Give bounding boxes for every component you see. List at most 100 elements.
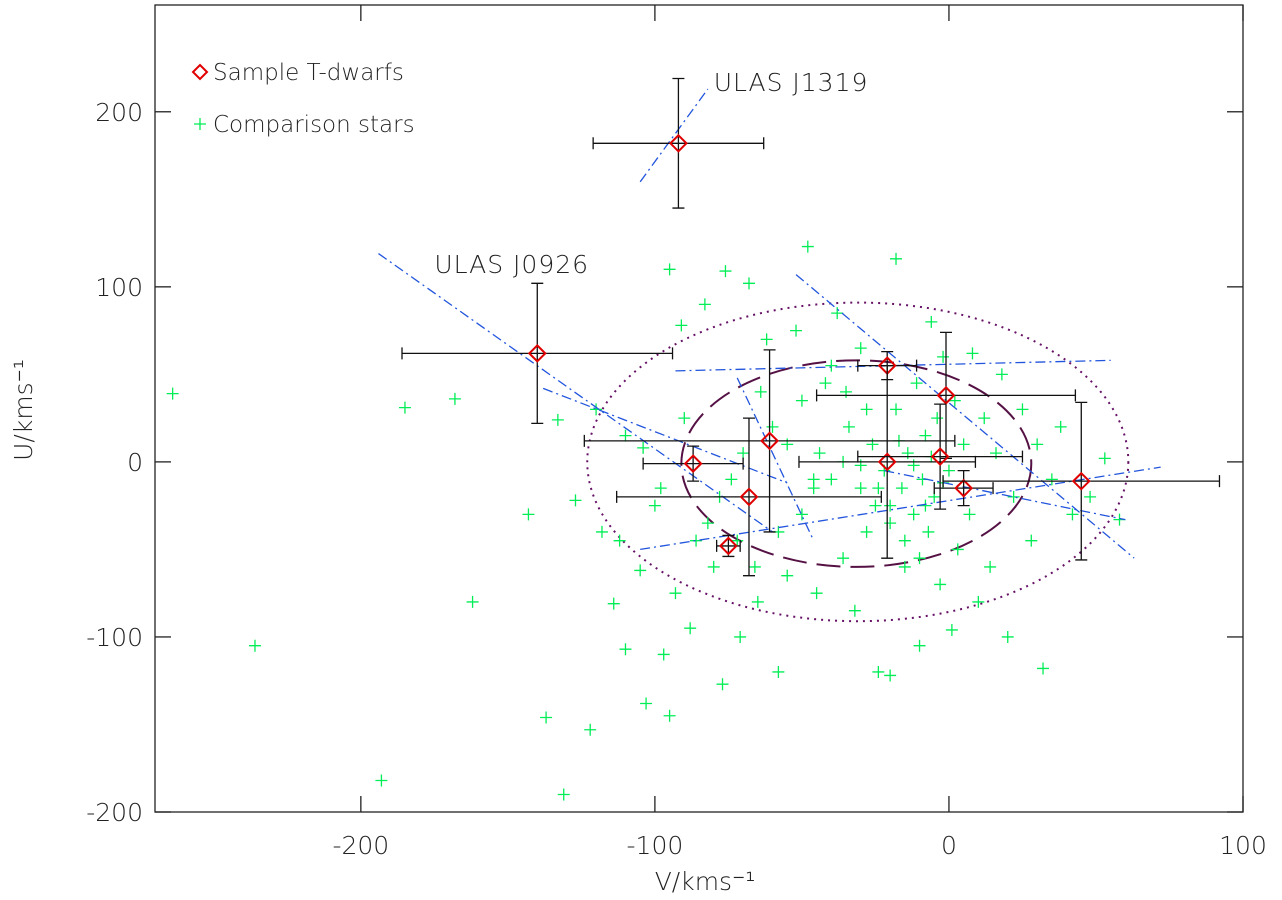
point (795, 394, 808, 407)
point (781, 569, 794, 582)
plot-frame (154, 4, 1244, 813)
point (825, 473, 838, 486)
direction-line (639, 88, 709, 183)
point (1054, 420, 1067, 433)
point (860, 403, 873, 416)
point (898, 534, 911, 547)
y-error-bar (957, 469, 970, 507)
y-error-bar (531, 282, 544, 425)
point (663, 263, 676, 276)
x-tick-label: -200 (332, 831, 389, 860)
point (613, 534, 626, 547)
point (890, 252, 903, 265)
point (890, 403, 903, 416)
point (951, 543, 964, 556)
annotation: ULAS J1319 (714, 68, 869, 97)
annotation: ULAS J0926 (434, 250, 589, 279)
point (860, 525, 873, 538)
point (966, 347, 979, 360)
point (754, 385, 767, 398)
point (945, 623, 958, 636)
point (725, 473, 738, 486)
legend-symbol (191, 63, 209, 81)
point (701, 517, 714, 530)
point (819, 377, 832, 390)
point (972, 595, 985, 608)
x-tick-label: 0 (941, 831, 957, 860)
point (684, 622, 697, 635)
point (640, 697, 653, 710)
point (1084, 490, 1097, 503)
point (1071, 471, 1091, 491)
point (854, 459, 867, 472)
y-axis-label: U/kms⁻¹ (9, 359, 38, 461)
x-axis-label: V/kms⁻¹ (655, 867, 756, 896)
y-error-bar (934, 403, 947, 510)
point (957, 438, 970, 451)
y-tick-label: -100 (86, 623, 143, 652)
point (522, 508, 535, 521)
point (930, 447, 950, 467)
point (527, 343, 547, 363)
point (657, 648, 670, 661)
y-error-bar (742, 417, 755, 577)
point (913, 552, 926, 565)
point (898, 560, 911, 573)
point (637, 441, 650, 454)
point (984, 560, 997, 573)
point (734, 630, 747, 643)
point (1001, 630, 1014, 643)
point (698, 298, 711, 311)
point (619, 643, 632, 656)
x-tick-label: -100 (627, 831, 684, 860)
direction-line (378, 253, 773, 533)
point (919, 429, 932, 442)
direction-line (675, 359, 1111, 372)
direction-line (736, 377, 815, 541)
point (884, 499, 897, 512)
point (375, 774, 388, 787)
point (831, 307, 844, 320)
point (807, 473, 820, 486)
point (398, 401, 411, 414)
y-error-bar (1075, 401, 1088, 561)
direction-line (795, 274, 1135, 559)
point (448, 392, 461, 405)
point (907, 508, 920, 521)
point (978, 412, 991, 425)
y-tick-label: 200 (95, 98, 143, 127)
point (737, 447, 750, 460)
point (557, 788, 570, 801)
point (772, 665, 785, 678)
point (781, 438, 794, 451)
point (675, 319, 688, 332)
ellipse (586, 301, 1130, 623)
point (551, 413, 564, 426)
point (837, 552, 850, 565)
point (751, 595, 764, 608)
point (842, 420, 855, 433)
point (590, 403, 603, 416)
point (931, 412, 944, 425)
direction-line (542, 387, 788, 484)
point (854, 482, 867, 495)
point (1016, 403, 1029, 416)
point (739, 487, 759, 507)
point (925, 315, 938, 328)
point (1098, 452, 1111, 465)
point (872, 665, 885, 678)
point (731, 534, 744, 547)
point (669, 133, 688, 153)
point (813, 447, 826, 460)
point (648, 499, 661, 512)
point (1037, 662, 1050, 675)
point (948, 394, 961, 407)
point (913, 639, 926, 652)
x-tick-label: 100 (1219, 831, 1267, 860)
point (872, 482, 885, 495)
point (810, 587, 823, 600)
point (910, 377, 923, 390)
point (790, 324, 803, 337)
point (866, 438, 879, 451)
